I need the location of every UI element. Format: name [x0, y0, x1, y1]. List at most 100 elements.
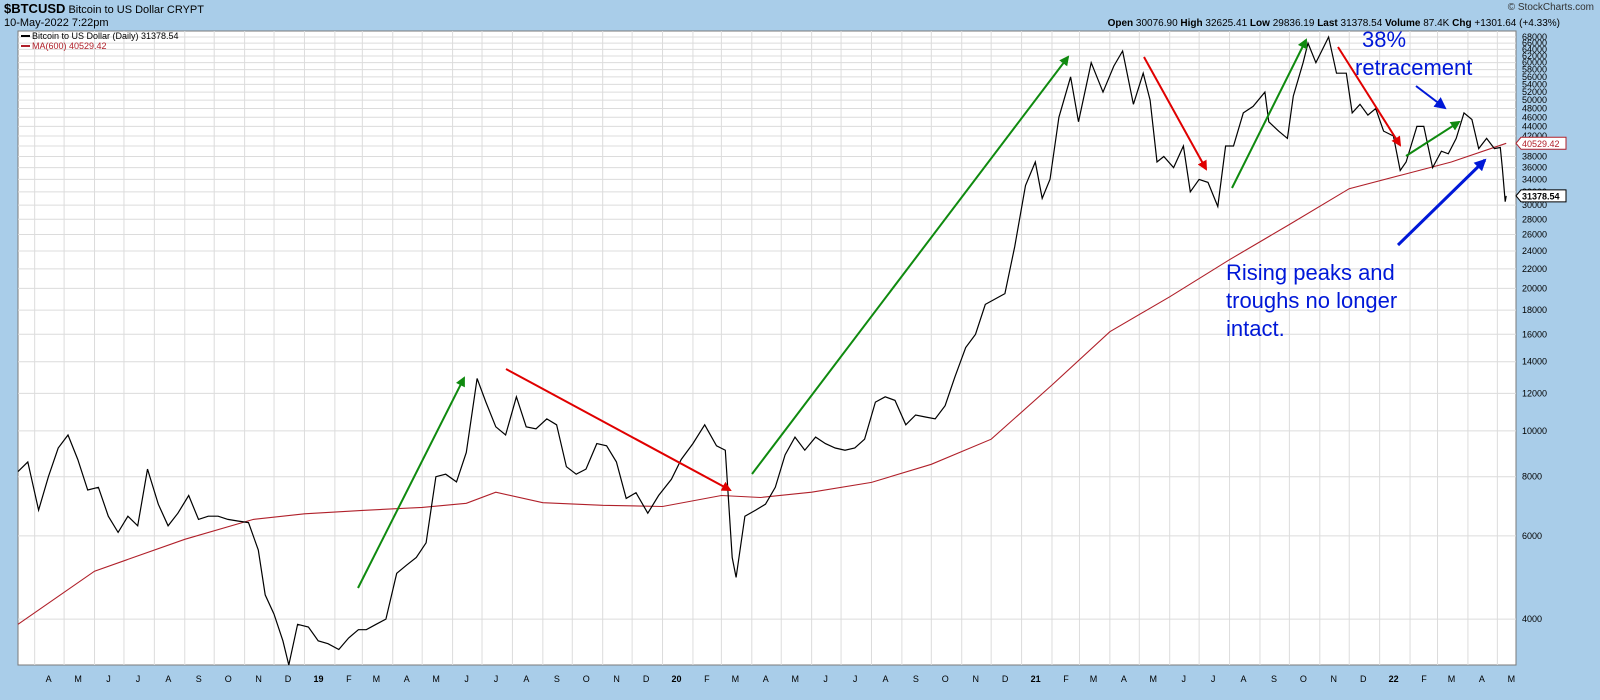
x-tick-label: F — [1421, 674, 1427, 684]
x-tick-label: S — [913, 674, 919, 684]
last-label: Last — [1317, 18, 1338, 29]
x-tick-label: M — [1150, 674, 1158, 684]
x-tick-label: A — [165, 674, 171, 684]
y-tick-label: 34000 — [1522, 174, 1547, 184]
y-tick-label: 36000 — [1522, 163, 1547, 173]
x-tick-label: A — [882, 674, 888, 684]
x-tick-label: S — [196, 674, 202, 684]
exchange: CRYPT — [166, 4, 204, 16]
x-tick-label: J — [1181, 674, 1186, 684]
red-arrow — [1337, 46, 1402, 147]
legend-price: Bitcoin to US Dollar (Daily) 31378.54 — [32, 31, 179, 41]
y-tick-label: 12000 — [1522, 388, 1547, 398]
ma-value-tag-text: 40529.42 — [1522, 139, 1560, 149]
y-tick-label: 16000 — [1522, 329, 1547, 339]
y-tick-label: 26000 — [1522, 230, 1547, 240]
value-tags: 40529.42 31378.54 — [1515, 136, 1567, 203]
x-tick-label: M — [432, 674, 440, 684]
note-line-3: intact. — [1226, 316, 1285, 341]
x-tick-label: 22 — [1389, 674, 1399, 684]
y-tick-label: 24000 — [1522, 246, 1547, 256]
blue-arrow — [1415, 85, 1447, 110]
x-tick-label: M — [1090, 674, 1098, 684]
chart-header: $BTCUSD Bitcoin to US Dollar CRYPT 10-Ma… — [4, 2, 204, 30]
y-tick-label: 38000 — [1522, 152, 1547, 162]
y-tick-label: 50000 — [1522, 95, 1547, 105]
x-tick-label: D — [285, 674, 292, 684]
y-tick-label: 22000 — [1522, 264, 1547, 274]
blue-arrow — [1396, 158, 1487, 247]
x-tick-label: A — [404, 674, 410, 684]
x-axis: A M J J A S O N D 19 F M A M J J A S O N D 20 F M A M J J A S O N D 21 F M A… — [46, 674, 1515, 684]
x-tick-label: D — [1360, 674, 1367, 684]
x-tick-label: O — [225, 674, 232, 684]
x-tick-label: M — [1448, 674, 1456, 684]
y-tick-label: 10000 — [1522, 426, 1547, 436]
green-arrow — [1405, 120, 1461, 157]
x-tick-label: J — [823, 674, 828, 684]
high-value: 32625.41 — [1205, 18, 1248, 29]
y-tick-label: 44000 — [1522, 121, 1547, 131]
x-tick-label: J — [464, 674, 469, 684]
symbol: $BTCUSD — [4, 1, 66, 16]
green-arrow — [357, 376, 465, 589]
green-arrow — [751, 55, 1070, 475]
chart-date: 10-May-2022 7:22pm — [4, 17, 109, 29]
y-tick-label: 60000 — [1522, 58, 1547, 68]
y-tick-label: 58000 — [1522, 65, 1547, 75]
x-tick-label: M — [74, 674, 82, 684]
y-tick-label: 62000 — [1522, 51, 1547, 61]
legend-ma: MA(600) 40529.42 — [32, 41, 107, 51]
x-tick-label: M — [1508, 674, 1516, 684]
legend: Bitcoin to US Dollar (Daily) 31378.54 MA… — [21, 31, 179, 51]
y-tick-label: 20000 — [1522, 283, 1547, 293]
y-tick-label: 14000 — [1522, 357, 1547, 367]
x-tick-label: F — [704, 674, 710, 684]
y-tick-label: 66000 — [1522, 38, 1547, 48]
x-tick-label: S — [1271, 674, 1277, 684]
x-tick-label: J — [106, 674, 111, 684]
ohlc-stats: Open 30076.90 High 32625.41 Low 29836.19… — [1108, 18, 1560, 29]
annotation-arrows — [357, 38, 1487, 589]
x-tick-label: A — [1121, 674, 1127, 684]
x-tick-label: O — [583, 674, 590, 684]
y-axis: 4000 6000 8000 10000 12000 14000 16000 18000 200… — [1522, 32, 1547, 624]
x-tick-label: 20 — [672, 674, 682, 684]
price-value-tag-box — [1515, 189, 1567, 203]
price-value-tag: 31378.54 — [1515, 189, 1567, 203]
x-tick-label: J — [136, 674, 141, 684]
x-tick-label: A — [46, 674, 52, 684]
x-tick-label: F — [1063, 674, 1069, 684]
ma-series-line — [17, 142, 1507, 625]
x-tick-label: 21 — [1031, 674, 1041, 684]
y-tick-label: 54000 — [1522, 79, 1547, 89]
red-arrow — [505, 368, 732, 491]
y-tick-label: 64000 — [1522, 44, 1547, 54]
x-tick-label: N — [1331, 674, 1338, 684]
x-tick-label: D — [643, 674, 650, 684]
x-tick-label: S — [554, 674, 560, 684]
chg-label: Chg — [1452, 18, 1472, 29]
x-tick-label: A — [1241, 674, 1247, 684]
x-tick-label: D — [1002, 674, 1009, 684]
x-tick-label: M — [732, 674, 740, 684]
x-tick-label: A — [523, 674, 529, 684]
x-tick-label: N — [972, 674, 979, 684]
x-tick-label: M — [373, 674, 381, 684]
x-tick-label: O — [942, 674, 949, 684]
y-tick-label: 68000 — [1522, 32, 1547, 42]
y-tick-label: 4000 — [1522, 614, 1542, 624]
x-tick-label: J — [1211, 674, 1216, 684]
x-tick-label: N — [613, 674, 620, 684]
x-tick-label: A — [763, 674, 769, 684]
security-name: Bitcoin to US Dollar — [68, 4, 164, 16]
retracement-pct: 38% — [1362, 27, 1406, 52]
y-tick-label: 56000 — [1522, 72, 1547, 82]
x-tick-label: F — [346, 674, 352, 684]
x-tick-label: J — [494, 674, 499, 684]
last-value: 31378.54 — [1340, 18, 1383, 29]
note-line-1: Rising peaks and — [1226, 260, 1395, 285]
volume-label: Volume — [1385, 18, 1421, 29]
x-tick-label: N — [255, 674, 262, 684]
